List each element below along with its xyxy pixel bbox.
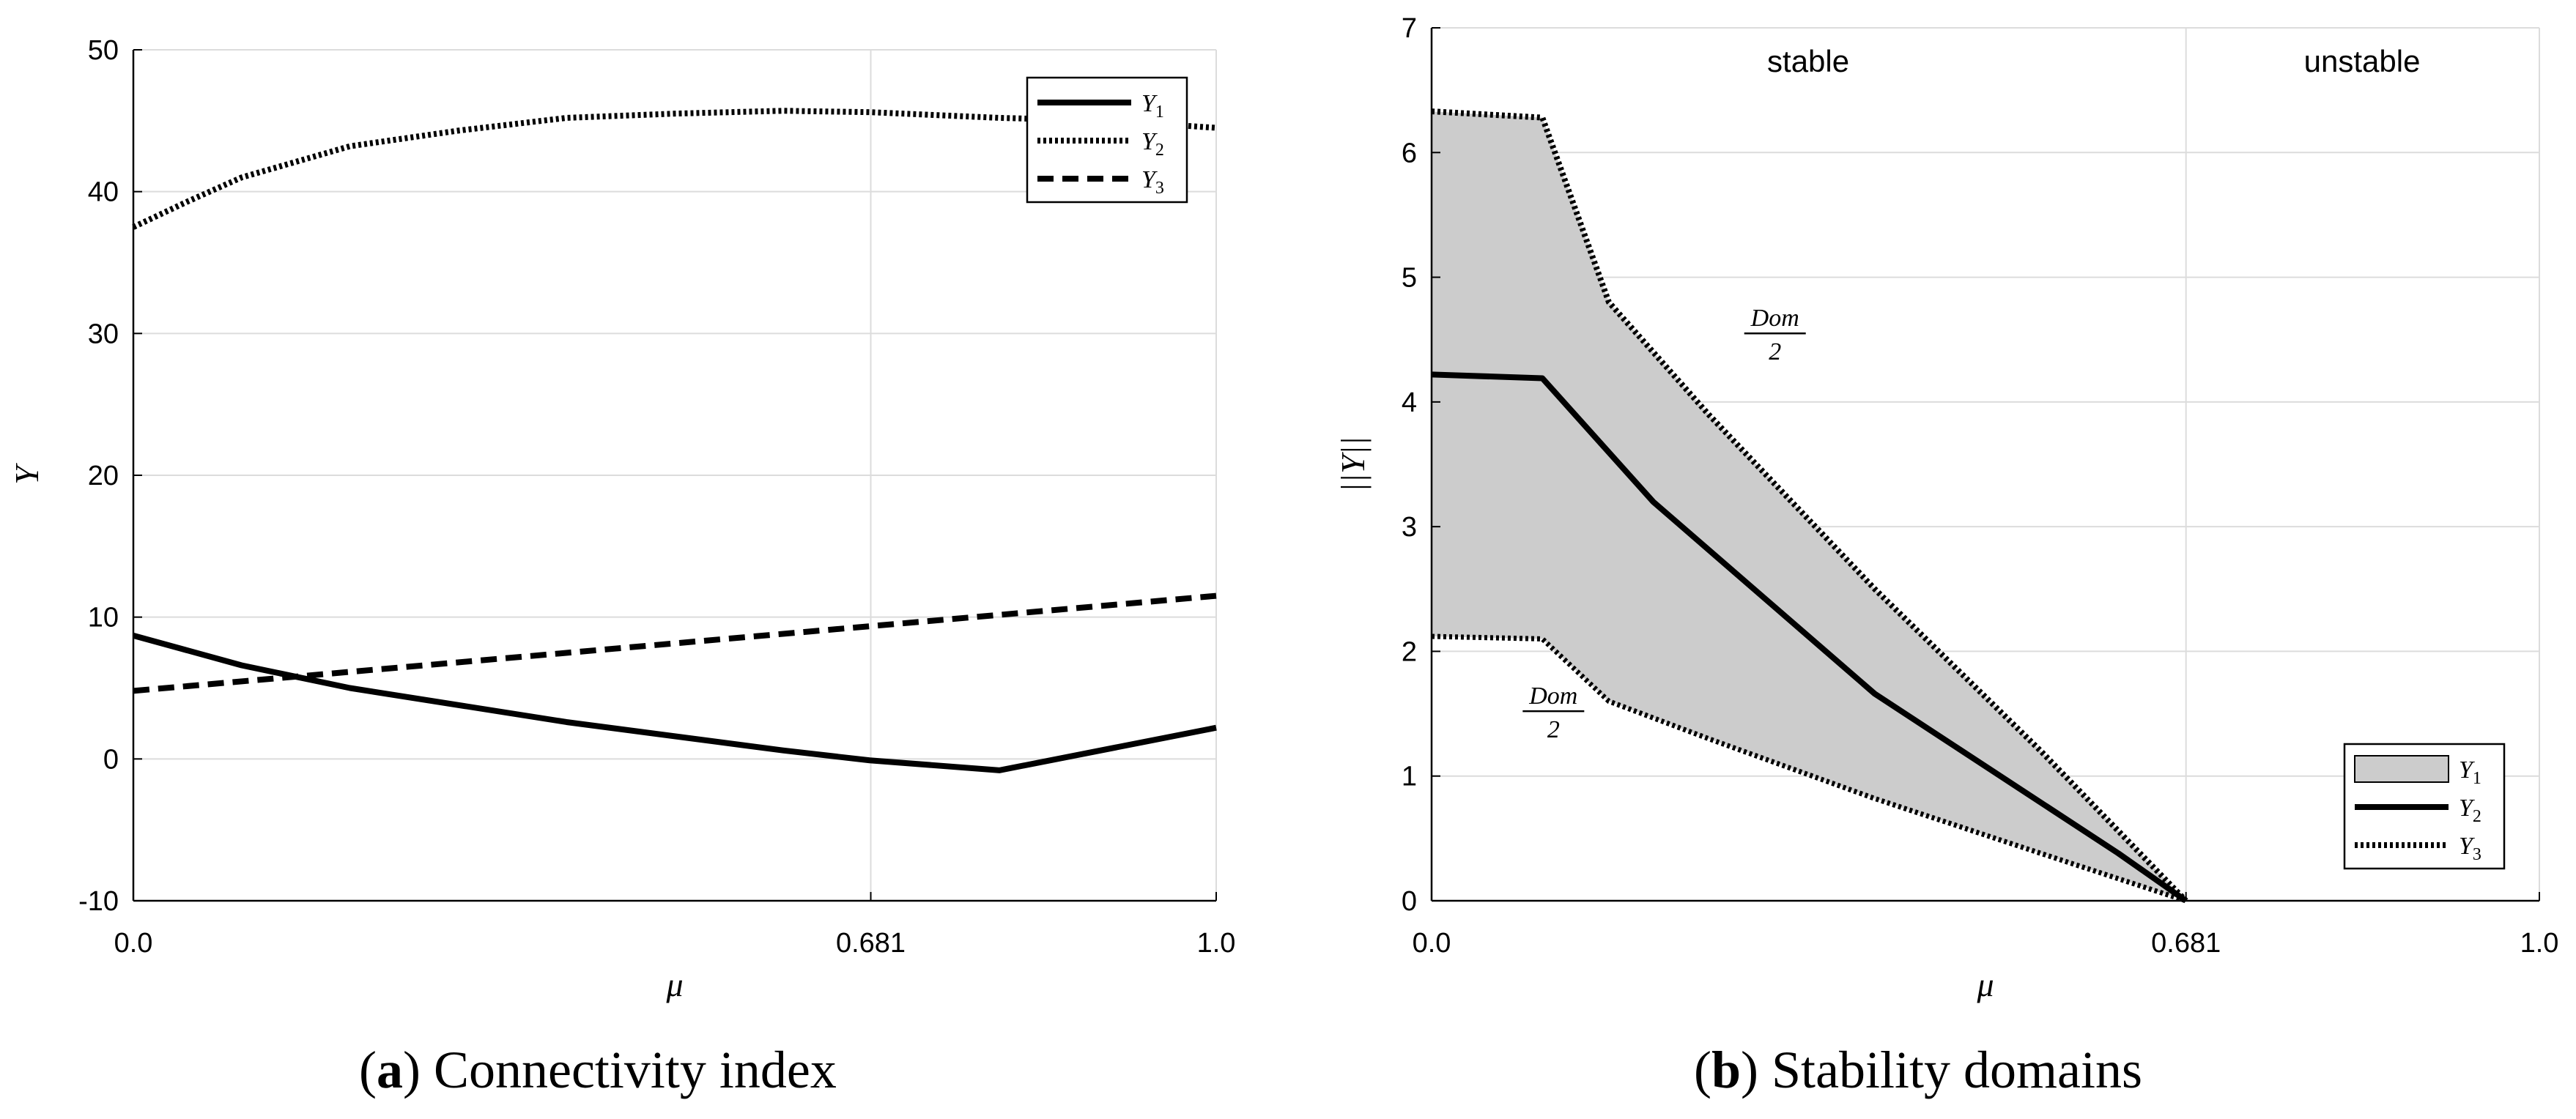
caption-a-letter: a: [376, 1041, 403, 1099]
annotation-denominator: 2: [1547, 716, 1560, 743]
legend: Y1 Y2 Y3: [1026, 76, 1188, 204]
series-Y3-line: [133, 592, 1217, 694]
y-axis-label: ||Y||: [1334, 436, 1372, 492]
series-Y2-line: [1431, 371, 2188, 904]
annotation-numerator: Dom: [1750, 305, 1799, 332]
annotation-dom-over-2-1: Dom 2: [1522, 683, 1585, 743]
y-tick-label-2: 10: [88, 603, 119, 633]
x-axis-label: μ: [1976, 966, 1994, 1003]
y-tick-label-6: 50: [88, 35, 119, 66]
y-tick-label-4: 30: [88, 319, 119, 349]
x-tick-label-1: 0.681: [836, 928, 906, 959]
x-tick-label-1: 0.681: [2151, 928, 2221, 959]
legend-swatch-Y1: [2354, 755, 2449, 783]
annotation-dom-over-2-0: Dom 2: [1744, 305, 1806, 365]
legend-label-Y3: Y3: [1141, 166, 1164, 198]
caption-a-text: Connectivity index: [433, 1041, 837, 1099]
region-label-unstable: unstable: [2304, 44, 2421, 78]
annotation-denominator: 2: [1769, 338, 1781, 365]
legend-label-Y2: Y2: [1141, 128, 1164, 160]
x-axis-label: μ: [665, 966, 683, 1003]
chart-a: 0.0 0.681 1.0 -10 0 10 20 30 40 50 μ Y Y1 Y2 Y3: [8, 35, 1235, 1003]
caption-b: (b) Stability domains: [1694, 1041, 2143, 1099]
series-Y3-line: [1431, 108, 2188, 903]
legend-box: [1026, 76, 1188, 204]
y-tick-label-1: 1: [1402, 762, 1417, 792]
caption-b-letter: b: [1711, 1041, 1742, 1099]
y-tick-label-0: 0: [1402, 886, 1417, 917]
caption-a: (a) Connectivity index: [359, 1041, 837, 1099]
y-tick-label-1: 0: [103, 744, 119, 775]
y-tick-label-4: 4: [1402, 387, 1417, 418]
legend-label-Y1: Y1: [2459, 756, 2481, 788]
y-tick-label-2: 2: [1402, 636, 1417, 667]
series-Y1-line: [132, 632, 1217, 773]
y-tick-label-5: 40: [88, 177, 119, 208]
y-tick-label-7: 7: [1402, 13, 1417, 44]
annotation-numerator: Dom: [1528, 683, 1577, 710]
x-tick-label-2: 1.0: [2520, 928, 2559, 959]
series-Y2-line: [132, 108, 1217, 230]
x-tick-label-2: 1.0: [1197, 928, 1236, 959]
y-tick-label-3: 3: [1402, 512, 1417, 543]
chart-b: stable unstable 0.0 0.681 1.0 0 1 2 3 4 5 6 7 μ ||Y|| D…: [1334, 13, 2558, 1003]
x-tick-label-0: 0.0: [1413, 928, 1451, 959]
region-label-stable: stable: [1767, 44, 1849, 78]
y-axis-label: Y: [8, 463, 45, 485]
y-tick-label-3: 20: [88, 461, 119, 491]
y-tick-label-6: 6: [1402, 138, 1417, 168]
y-tick-label-0: -10: [78, 886, 119, 917]
legend-label-Y2: Y2: [2459, 795, 2481, 826]
caption-b-text: Stability domains: [1772, 1041, 2143, 1099]
legend-label-Y1: Y1: [1141, 90, 1164, 122]
y-tick-label-5: 5: [1402, 263, 1417, 294]
legend-label-Y3: Y3: [2459, 833, 2481, 864]
x-tick-label-0: 0.0: [114, 928, 153, 959]
legend: Y1 Y2 Y3: [2343, 743, 2506, 870]
